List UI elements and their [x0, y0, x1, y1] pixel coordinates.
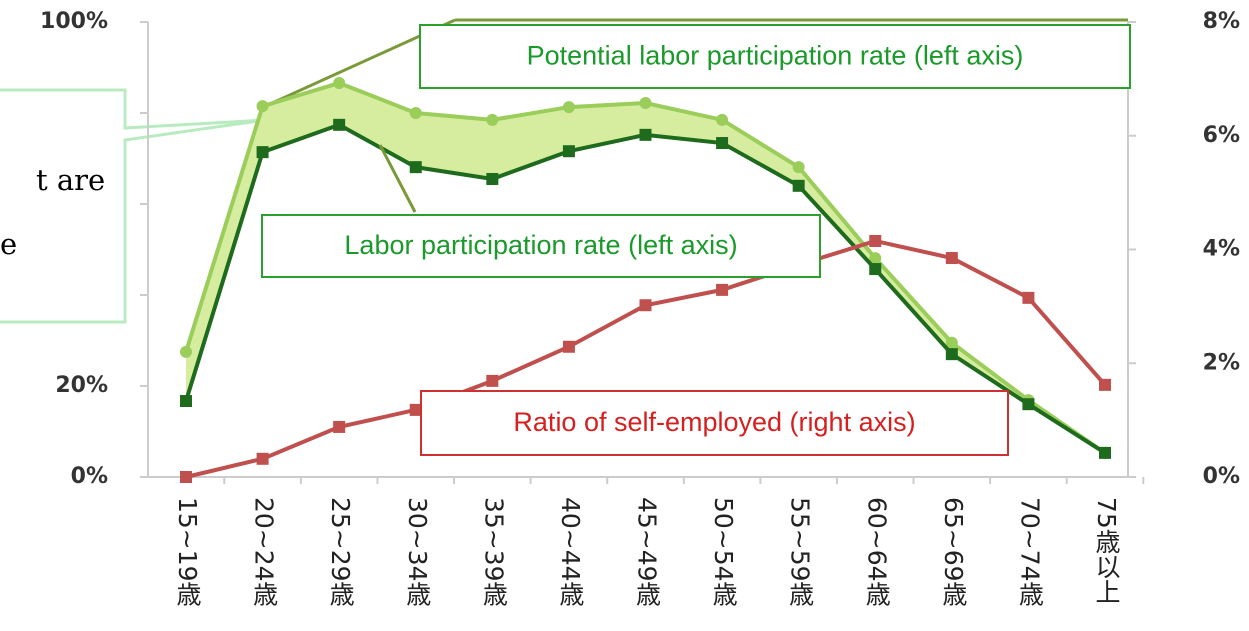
legend-box	[419, 24, 1131, 89]
x-tick-label: 50~54歳	[709, 497, 738, 607]
point	[639, 299, 652, 312]
point	[486, 374, 499, 387]
point	[1022, 291, 1035, 304]
leader-line	[378, 144, 417, 213]
band	[186, 82, 1105, 453]
point	[562, 145, 575, 158]
y2-tick-label: 2%	[1203, 350, 1240, 375]
x-tick-label: 70~74歳	[1015, 497, 1044, 607]
x-tick-label: 65~69歳	[939, 497, 968, 607]
y-tick-label: 0%	[71, 464, 108, 489]
point	[945, 348, 958, 361]
y2-tick-label: 6%	[1203, 123, 1240, 148]
point	[869, 263, 882, 276]
point	[256, 146, 269, 159]
legend-label: Ratio of self-employed (right axis)	[513, 407, 915, 437]
annotation: t are	[36, 163, 105, 197]
point	[1099, 446, 1111, 459]
point	[333, 420, 346, 433]
point	[792, 161, 805, 174]
point	[792, 179, 805, 192]
point	[180, 345, 192, 358]
side-callout	[0, 88, 266, 324]
point	[180, 395, 192, 408]
legend-label: Labor participation rate (left axis)	[344, 230, 737, 260]
x-tick-label: 20~24歳	[250, 497, 279, 607]
point	[486, 113, 499, 126]
point	[869, 234, 882, 247]
point	[333, 118, 346, 131]
point	[1022, 398, 1035, 411]
x-tick-label: 55~59歳	[786, 497, 815, 607]
point	[562, 101, 575, 114]
point	[409, 107, 422, 119]
point	[869, 252, 882, 265]
legend-label: Potential labor participation rate (left…	[527, 41, 1024, 71]
x-tick-label: 25~29歳	[326, 497, 355, 607]
x-tick-label: 35~39歳	[479, 497, 508, 607]
point	[716, 113, 729, 126]
point	[716, 137, 729, 150]
point	[180, 471, 192, 483]
x-tick-label: 75歳以上	[1092, 497, 1121, 604]
point	[945, 336, 958, 349]
x-tick-label: 60~64歳	[862, 497, 891, 607]
y-tick-label: 100%	[40, 9, 108, 34]
legend-box	[261, 214, 821, 278]
point	[256, 452, 269, 465]
point	[409, 161, 422, 174]
point	[1099, 378, 1111, 391]
x-tick-label: 15~19歳	[173, 497, 202, 607]
legend-box	[420, 390, 1009, 456]
point	[716, 283, 729, 296]
x-tick-label: 30~34歳	[403, 497, 432, 607]
point	[639, 128, 652, 141]
point	[945, 252, 958, 265]
point	[486, 172, 499, 185]
point	[256, 100, 269, 113]
point	[639, 96, 652, 109]
y-tick-label: 20%	[55, 373, 108, 398]
x-tick-label: 40~44歳	[556, 497, 585, 607]
y2-tick-label: 4%	[1203, 237, 1240, 262]
y2-tick-label: 8%	[1203, 9, 1240, 34]
annotation: e	[0, 227, 17, 261]
point	[562, 340, 575, 353]
y2-tick-label: 0%	[1203, 464, 1240, 489]
point	[333, 76, 346, 89]
point	[409, 403, 422, 416]
x-tick-label: 45~49歳	[633, 497, 662, 607]
